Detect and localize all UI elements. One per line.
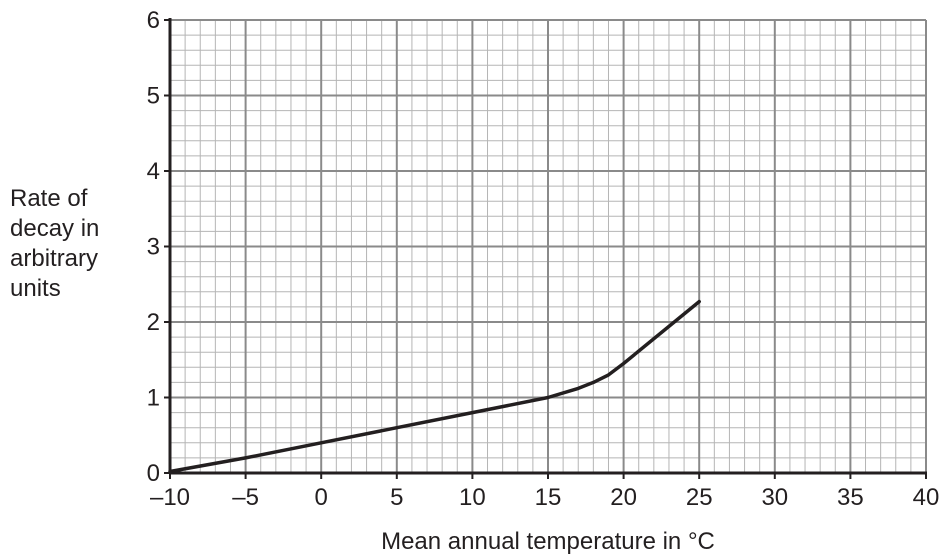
x-tick-label: 10 — [459, 484, 486, 511]
y-tick-labels: 0 1 2 3 4 5 6 — [147, 7, 160, 487]
x-tick-label: 15 — [535, 484, 562, 511]
x-tick-label: 5 — [390, 484, 403, 511]
x-axis-label: Mean annual temperature in °C — [381, 528, 715, 555]
y-axis-label-line-1: Rate of — [10, 185, 88, 212]
y-axis-label-line-2: decay in — [10, 215, 99, 242]
axes — [164, 18, 927, 479]
x-tick-label: –5 — [232, 484, 259, 511]
x-tick-labels: –10 –5 0 5 10 15 20 25 30 35 40 — [150, 484, 939, 511]
y-tick-label: 5 — [147, 83, 160, 110]
y-axis-label-line-4: units — [10, 275, 61, 302]
x-tick-label: 0 — [315, 484, 328, 511]
y-tick-label: 1 — [147, 385, 160, 412]
y-tick-label: 2 — [147, 309, 160, 336]
x-tick-label: 30 — [761, 484, 788, 511]
y-axis-label-line-3: arbitrary — [10, 245, 98, 272]
x-tick-label: 35 — [837, 484, 864, 511]
y-tick-label: 6 — [147, 7, 160, 34]
y-axis-label: Rate of decay in arbitrary units — [10, 185, 99, 302]
x-tick-label: 20 — [610, 484, 637, 511]
series-group — [168, 299, 701, 474]
x-tick-label: –10 — [150, 484, 190, 511]
x-tick-label: 25 — [686, 484, 713, 511]
y-tick-label: 0 — [147, 460, 160, 487]
x-tick-label: 40 — [913, 484, 940, 511]
major-grid — [169, 19, 927, 474]
y-tick-label: 4 — [147, 158, 160, 185]
series-line-0 — [168, 299, 701, 474]
y-tick-label: 3 — [147, 234, 160, 261]
